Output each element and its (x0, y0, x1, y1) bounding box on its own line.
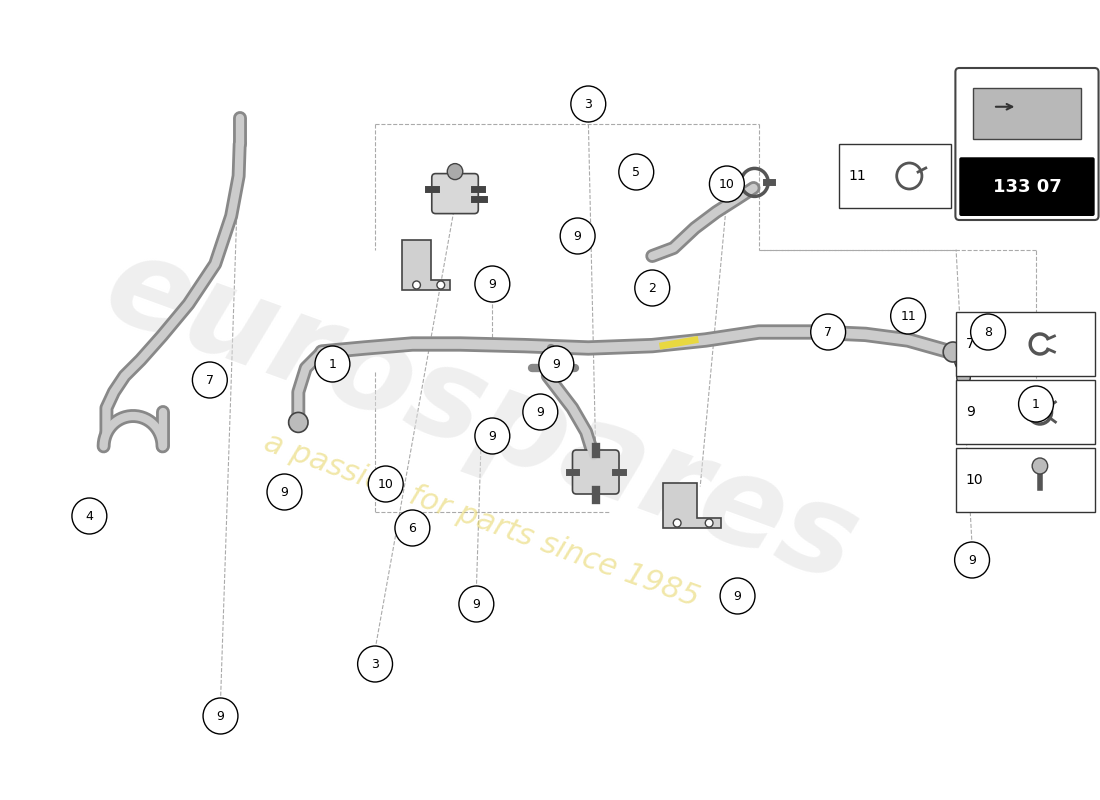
Circle shape (412, 281, 420, 289)
Circle shape (710, 166, 745, 202)
Polygon shape (402, 240, 451, 290)
Text: 3: 3 (584, 98, 592, 110)
Circle shape (315, 346, 350, 382)
Circle shape (673, 519, 681, 527)
Text: eurospares: eurospares (90, 224, 873, 608)
Circle shape (619, 154, 653, 190)
Text: 10: 10 (377, 478, 394, 490)
Text: 9: 9 (472, 598, 481, 610)
Circle shape (288, 413, 308, 432)
Circle shape (72, 498, 107, 534)
Circle shape (970, 314, 1005, 350)
Text: 9: 9 (552, 358, 560, 370)
Text: a passion for parts since 1985: a passion for parts since 1985 (260, 427, 703, 613)
Circle shape (539, 346, 574, 382)
Circle shape (358, 646, 393, 682)
Circle shape (955, 542, 990, 578)
Circle shape (1019, 386, 1054, 422)
Text: 1: 1 (1032, 398, 1040, 410)
Text: 8: 8 (984, 326, 992, 338)
Text: 7: 7 (206, 374, 213, 386)
Text: 3: 3 (371, 658, 380, 670)
FancyBboxPatch shape (959, 158, 1094, 216)
Text: 7: 7 (966, 337, 975, 351)
Text: 7: 7 (824, 326, 833, 338)
Circle shape (705, 519, 713, 527)
Circle shape (475, 418, 509, 454)
Text: 5: 5 (632, 166, 640, 178)
FancyBboxPatch shape (972, 88, 1081, 139)
Circle shape (192, 362, 228, 398)
Circle shape (571, 86, 606, 122)
Text: 9: 9 (574, 230, 582, 242)
Circle shape (720, 578, 755, 614)
FancyBboxPatch shape (956, 68, 1099, 220)
Circle shape (204, 698, 238, 734)
Circle shape (448, 164, 463, 180)
Circle shape (955, 353, 972, 370)
Text: 9: 9 (488, 278, 496, 290)
Text: 9: 9 (966, 405, 975, 419)
Text: 9: 9 (488, 430, 496, 442)
Text: 9: 9 (537, 406, 544, 418)
FancyBboxPatch shape (956, 312, 1094, 376)
Circle shape (560, 218, 595, 254)
Circle shape (368, 466, 404, 502)
FancyBboxPatch shape (839, 144, 950, 208)
Text: 133 07: 133 07 (992, 178, 1062, 196)
FancyBboxPatch shape (572, 450, 619, 494)
Text: 11: 11 (848, 169, 867, 183)
Text: 9: 9 (217, 710, 224, 722)
Circle shape (1032, 458, 1047, 474)
Polygon shape (662, 483, 720, 528)
Circle shape (459, 586, 494, 622)
Text: 6: 6 (408, 522, 416, 534)
Text: 2: 2 (648, 282, 657, 294)
Circle shape (543, 360, 559, 376)
Circle shape (395, 510, 430, 546)
Circle shape (891, 298, 925, 334)
Text: 10: 10 (966, 473, 983, 487)
Text: 9: 9 (968, 554, 976, 566)
Circle shape (957, 370, 970, 385)
FancyBboxPatch shape (432, 174, 478, 214)
Circle shape (267, 474, 301, 510)
Text: 11: 11 (900, 310, 916, 322)
Circle shape (475, 266, 509, 302)
FancyBboxPatch shape (956, 448, 1094, 512)
Circle shape (437, 281, 444, 289)
Text: 10: 10 (719, 178, 735, 190)
Circle shape (943, 342, 962, 362)
Text: 9: 9 (280, 486, 288, 498)
Circle shape (635, 270, 670, 306)
FancyBboxPatch shape (956, 380, 1094, 444)
Circle shape (522, 394, 558, 430)
Text: 9: 9 (734, 590, 741, 602)
Text: 1: 1 (329, 358, 337, 370)
Text: 4: 4 (86, 510, 94, 522)
Circle shape (811, 314, 846, 350)
